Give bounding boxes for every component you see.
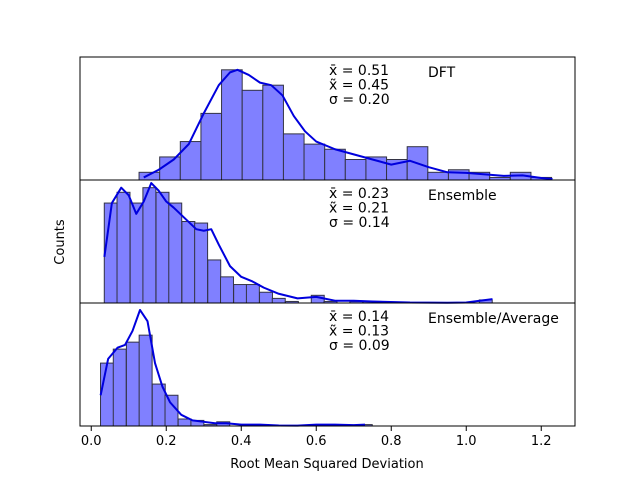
x-tick-label-5: 1.0 [456, 434, 477, 449]
bar-ensemble-average-3 [138, 334, 153, 427]
x-tick-label-4: 0.8 [381, 434, 402, 449]
panel-dft: x̄ = 0.51x̃ = 0.45σ = 0.20 DFT [79, 56, 576, 181]
stat-median-ensemble: x̃ = 0.21 [329, 201, 389, 217]
bar-dft-7 [282, 133, 305, 181]
bar-ensemble-4 [155, 191, 170, 304]
bar-dft-15 [447, 169, 470, 181]
bar-ensemble-1 [116, 191, 131, 304]
bar-ensemble-6 [181, 221, 196, 304]
bar-ensemble-3 [142, 187, 157, 304]
stat-std-dft: σ = 0.20 [329, 92, 390, 108]
panel-label-ensemble: Ensemble [428, 188, 497, 204]
bar-dft-8 [303, 143, 326, 181]
panel-label-dft: DFT [428, 65, 456, 81]
bar-ensemble-12 [259, 291, 273, 304]
x-tick-label-6: 1.2 [531, 434, 552, 449]
stat-std-ensemble: σ = 0.14 [329, 215, 390, 231]
bar-dft-2 [179, 141, 202, 181]
bar-ensemble-2 [129, 202, 144, 304]
kde-line-dft [143, 68, 553, 180]
panel-frame-ensemble-average [79, 302, 576, 427]
stat-mean-ensemble: x̄ = 0.23 [329, 186, 389, 202]
bar-ensemble-5 [168, 202, 183, 304]
stat-std-ensemble-average: σ = 0.09 [329, 338, 390, 354]
bar-dft-14 [427, 171, 449, 181]
bar-dft-5 [241, 89, 264, 181]
bar-dft-6 [262, 84, 284, 181]
x-tick-label-3: 0.6 [306, 434, 327, 449]
bar-ensemble-8 [207, 259, 222, 304]
y-axis-label: Counts [53, 219, 68, 265]
stat-mean-ensemble-average: x̄ = 0.14 [329, 309, 389, 325]
bar-ensemble-average-0 [100, 362, 114, 427]
bar-ensemble-average-5 [164, 394, 179, 427]
stat-mean-dft: x̄ = 0.51 [329, 63, 389, 79]
x-tick-label-2: 0.4 [231, 434, 252, 449]
panel-label-ensemble-average: Ensemble/Average [428, 311, 559, 327]
bar-dft-3 [200, 112, 223, 181]
x-tick-label-0: 0.0 [81, 434, 102, 449]
panel-ensemble: x̄ = 0.23x̃ = 0.21σ = 0.14 Ensemble [79, 179, 576, 304]
bar-dft-1 [159, 156, 181, 181]
bar-dft-10 [344, 159, 367, 181]
bar-ensemble-average-2 [125, 341, 140, 427]
bar-dft-4 [221, 69, 243, 181]
bar-ensemble-7 [194, 222, 209, 304]
panel-ensemble-average: x̄ = 0.14x̃ = 0.13σ = 0.09 Ensemble/Avera… [79, 302, 576, 427]
bar-ensemble-average-6 [177, 418, 192, 427]
kde-line-ensemble [103, 182, 493, 304]
bar-ensemble-13 [271, 297, 286, 304]
x-axis: 0.0 0.2 0.4 0.6 0.8 1.0 1.2 [81, 426, 552, 449]
kde-line-ensemble-average [99, 308, 366, 427]
bar-ensemble-9 [220, 276, 234, 304]
bar-ensemble-average-1 [112, 348, 127, 427]
stat-median-ensemble-average: x̃ = 0.13 [329, 324, 389, 340]
bar-ensemble-10 [233, 284, 248, 304]
x-axis-label: Root Mean Squared Deviation [230, 457, 423, 472]
stat-median-dft: x̃ = 0.45 [329, 78, 389, 94]
bar-ensemble-11 [245, 284, 260, 304]
x-tick-label-1: 0.2 [156, 434, 177, 449]
bar-dft-9 [324, 148, 346, 181]
